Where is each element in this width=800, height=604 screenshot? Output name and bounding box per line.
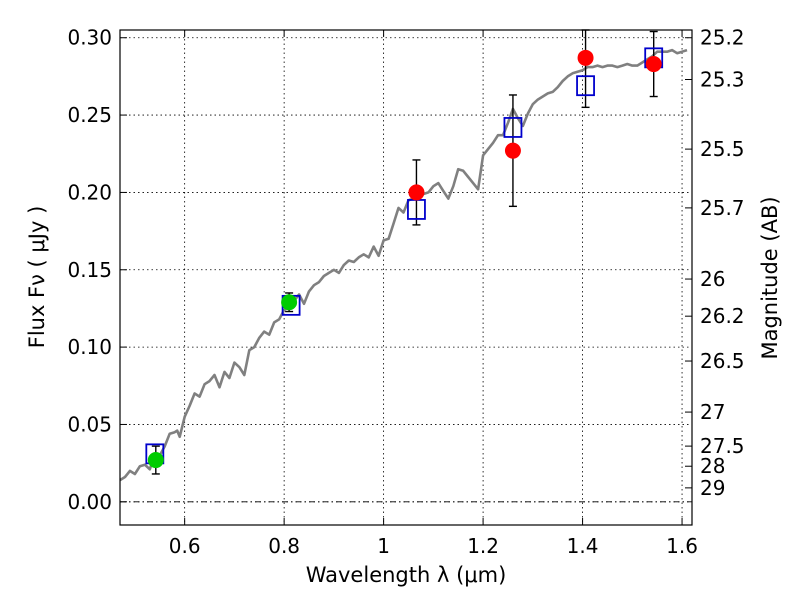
model-flux-square bbox=[576, 75, 595, 97]
x-tick-label: 0.8 bbox=[268, 534, 300, 558]
magnitude-tick-label: 29 bbox=[700, 476, 725, 500]
x-tick-label: 1.2 bbox=[467, 534, 499, 558]
tick-labels: 0.6 0.8 1 1.2 1.4 1.6 0.00 0.05 0.10 0.15 0.20 0.25… bbox=[67, 26, 744, 558]
magnitude-tick-label: 25.7 bbox=[700, 196, 745, 220]
axis-ticks bbox=[120, 30, 692, 525]
observed-flux-point bbox=[408, 184, 425, 201]
model-sed-line bbox=[119, 48, 688, 482]
observed-flux-point bbox=[147, 452, 164, 469]
magnitude-tick-label: 27.5 bbox=[700, 434, 745, 458]
y-tick-label: 0.20 bbox=[67, 180, 112, 204]
plot-frame bbox=[119, 29, 693, 526]
observed-flux-point bbox=[504, 142, 521, 159]
y-tick-label: 0.30 bbox=[67, 26, 112, 50]
magnitude-tick-label: 25.2 bbox=[700, 26, 745, 50]
x-tick-label: 1.4 bbox=[567, 534, 599, 558]
y-axis-label: Flux Fν ( μJy ) bbox=[25, 206, 49, 349]
magnitude-tick-label: 26.5 bbox=[700, 349, 745, 373]
y-tick-label: 0.10 bbox=[67, 335, 112, 359]
x-tick-label: 1.6 bbox=[666, 534, 698, 558]
model-sed-curve bbox=[119, 48, 688, 482]
observed-flux-point bbox=[577, 49, 594, 66]
magnitude-tick-label: 25.5 bbox=[700, 137, 745, 161]
magnitude-tick-label: 27 bbox=[700, 400, 725, 424]
magnitude-tick-label: 26.2 bbox=[700, 304, 745, 328]
observed-flux-point bbox=[281, 294, 298, 311]
x-axis-label: Wavelength λ (μm) bbox=[306, 563, 507, 587]
y-tick-label: 0.05 bbox=[67, 412, 112, 436]
y-tick-label: 0.15 bbox=[67, 258, 112, 282]
y-tick-label: 0.00 bbox=[67, 490, 112, 514]
magnitude-tick-label: 26 bbox=[700, 267, 725, 291]
observed-flux-point bbox=[645, 56, 662, 73]
right-y-axis-label: Magnitude (AB) bbox=[758, 196, 782, 359]
magnitude-tick-label: 25.3 bbox=[700, 68, 745, 92]
grid-lines bbox=[120, 30, 692, 525]
y-tick-label: 0.25 bbox=[67, 103, 112, 127]
observed-flux-points bbox=[147, 49, 662, 469]
magnitude-tick-label: 28 bbox=[700, 454, 725, 478]
x-tick-label: 1 bbox=[377, 534, 390, 558]
x-tick-label: 0.6 bbox=[169, 534, 201, 558]
model-flux-square bbox=[503, 117, 523, 138]
